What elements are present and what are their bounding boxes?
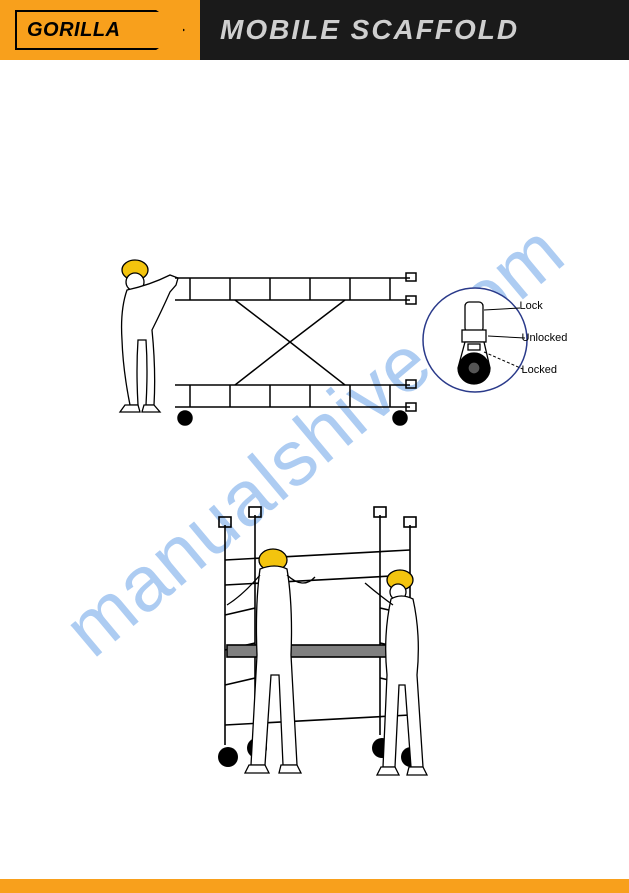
document-page: GORILLA MOBILE SCAFFOLD manualshive.com [0, 0, 629, 893]
castor-label-lock: Lock [520, 300, 543, 312]
assembly-step-2-figure [165, 505, 465, 780]
assembly-step-2-svg [165, 505, 465, 780]
assembly-step-1-svg [80, 230, 550, 440]
header-brand-panel: GORILLA [0, 0, 200, 60]
castor-label-locked: Locked [522, 364, 557, 376]
page-footer-bar [0, 879, 629, 893]
castor-label-unlocked: Unlocked [522, 332, 568, 344]
assembly-step-1-figure: Lock Unlocked Locked [80, 230, 550, 440]
header-title-panel: MOBILE SCAFFOLD [200, 0, 629, 60]
brand-name: GORILLA [27, 19, 121, 42]
page-header: GORILLA MOBILE SCAFFOLD [0, 0, 629, 60]
brand-logo: GORILLA [15, 10, 185, 50]
brand-logo-shape: GORILLA [15, 10, 185, 50]
header-title: MOBILE SCAFFOLD [220, 14, 519, 46]
